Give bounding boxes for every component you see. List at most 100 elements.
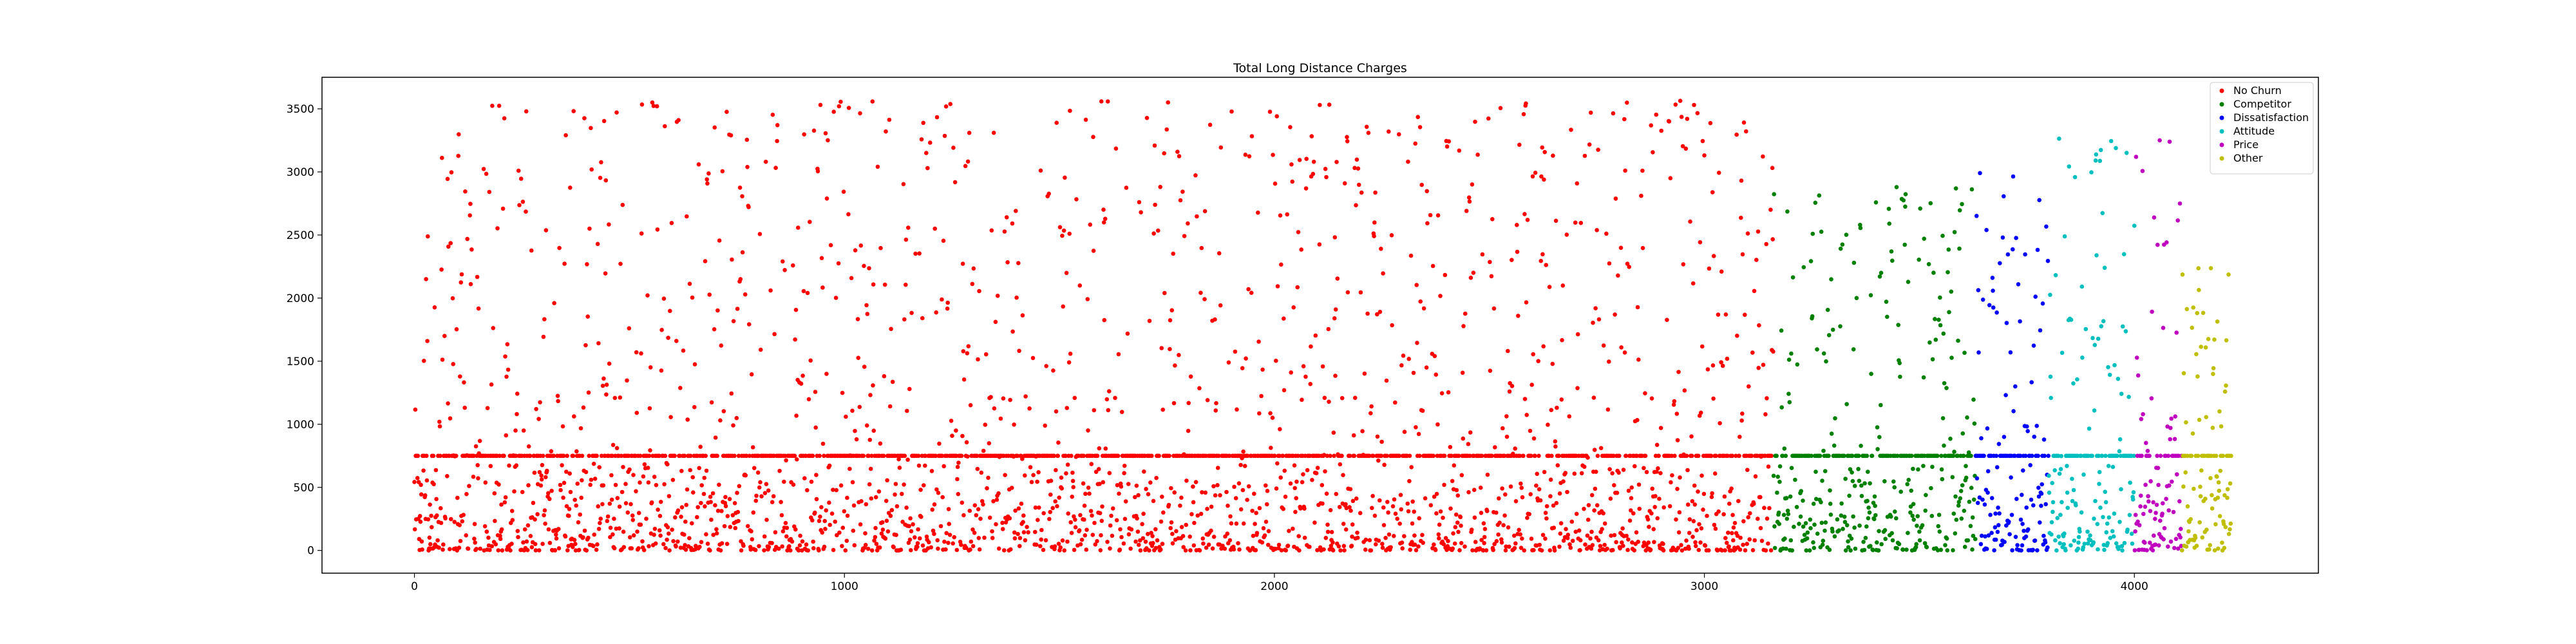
data-point bbox=[1731, 538, 1736, 543]
x-tick-label: 0 bbox=[411, 580, 418, 593]
data-point bbox=[1365, 311, 1370, 316]
data-point bbox=[993, 319, 998, 325]
data-point bbox=[1039, 537, 1043, 542]
data-point bbox=[1317, 242, 1322, 247]
data-point bbox=[1168, 346, 1172, 352]
data-point bbox=[2120, 548, 2125, 553]
data-point bbox=[493, 518, 497, 524]
data-point bbox=[1432, 354, 1437, 359]
data-point bbox=[1186, 221, 1190, 226]
data-point bbox=[1889, 249, 1894, 254]
legend-label: Dissatisfaction bbox=[2233, 111, 2309, 124]
data-point bbox=[1256, 210, 1260, 215]
data-point bbox=[1573, 529, 1578, 534]
data-point bbox=[2213, 453, 2219, 459]
data-point bbox=[1201, 541, 1206, 546]
data-point bbox=[647, 544, 651, 549]
data-point bbox=[1709, 453, 1714, 459]
data-point bbox=[713, 503, 717, 507]
data-point bbox=[1363, 547, 1368, 552]
data-point bbox=[2039, 504, 2043, 508]
data-point bbox=[1036, 470, 1041, 475]
data-point bbox=[1458, 515, 1463, 520]
data-point bbox=[1438, 509, 1443, 514]
data-point bbox=[893, 492, 897, 497]
data-point bbox=[654, 482, 659, 488]
data-point bbox=[2132, 453, 2136, 459]
data-point bbox=[1507, 389, 1512, 394]
data-point bbox=[887, 404, 893, 409]
data-point bbox=[1904, 547, 1909, 552]
data-point bbox=[1714, 453, 1718, 459]
data-point bbox=[1104, 397, 1110, 402]
data-point bbox=[1077, 528, 1082, 533]
data-point bbox=[947, 522, 951, 526]
data-point bbox=[1105, 99, 1110, 104]
data-point bbox=[2094, 152, 2099, 157]
data-point bbox=[1143, 539, 1148, 544]
data-point bbox=[826, 138, 830, 143]
data-point bbox=[2025, 429, 2030, 433]
y-tick-label: 2000 bbox=[287, 292, 314, 305]
data-point bbox=[1917, 538, 1922, 543]
data-point bbox=[1962, 508, 1967, 513]
data-point bbox=[1341, 473, 1345, 477]
data-point bbox=[2147, 453, 2152, 459]
data-point bbox=[1959, 516, 1964, 521]
data-point bbox=[498, 536, 503, 542]
data-point bbox=[525, 547, 530, 553]
data-point bbox=[561, 495, 565, 500]
data-point bbox=[489, 544, 495, 549]
data-point bbox=[1283, 548, 1288, 553]
data-point bbox=[1944, 536, 1949, 541]
data-point bbox=[1727, 544, 1731, 549]
data-point bbox=[2168, 437, 2172, 442]
data-point bbox=[1499, 537, 1504, 542]
data-point bbox=[1291, 305, 1296, 310]
data-point bbox=[1915, 514, 1920, 518]
data-point bbox=[857, 404, 862, 410]
data-point bbox=[2156, 482, 2161, 488]
data-point bbox=[421, 359, 426, 363]
data-point bbox=[884, 518, 889, 523]
data-point bbox=[1366, 131, 1371, 135]
data-point bbox=[661, 296, 667, 301]
data-point bbox=[435, 538, 440, 543]
data-point bbox=[1875, 540, 1879, 545]
data-point bbox=[1016, 506, 1021, 511]
data-point bbox=[1815, 347, 1819, 352]
data-point bbox=[1551, 153, 1555, 158]
data-point bbox=[699, 540, 704, 544]
data-point bbox=[1629, 485, 1634, 490]
data-point bbox=[2200, 535, 2204, 540]
data-point bbox=[1325, 453, 1330, 459]
data-point bbox=[1719, 269, 1724, 274]
data-point bbox=[1882, 528, 1888, 533]
data-point bbox=[1273, 181, 1278, 186]
data-point bbox=[578, 426, 583, 431]
data-point bbox=[691, 490, 696, 495]
data-point bbox=[509, 542, 514, 546]
data-point bbox=[1607, 359, 1611, 364]
data-point bbox=[1501, 426, 1505, 431]
data-point bbox=[2096, 336, 2101, 341]
data-point bbox=[2130, 497, 2136, 502]
data-point bbox=[1799, 489, 1804, 493]
data-point bbox=[1519, 545, 1524, 550]
data-point bbox=[2150, 548, 2155, 553]
data-point bbox=[2000, 235, 2005, 240]
data-point bbox=[1372, 513, 1378, 518]
data-point bbox=[735, 509, 741, 515]
data-point bbox=[1972, 421, 1977, 426]
data-point bbox=[1777, 464, 1783, 469]
data-point bbox=[994, 497, 999, 502]
data-point bbox=[659, 368, 664, 373]
data-point bbox=[1730, 531, 1734, 536]
data-point bbox=[613, 482, 618, 488]
data-point bbox=[920, 316, 925, 321]
data-point bbox=[1454, 512, 1459, 517]
data-point bbox=[714, 531, 719, 536]
data-point bbox=[1823, 469, 1828, 473]
data-point bbox=[820, 285, 825, 290]
data-point bbox=[1636, 357, 1641, 362]
